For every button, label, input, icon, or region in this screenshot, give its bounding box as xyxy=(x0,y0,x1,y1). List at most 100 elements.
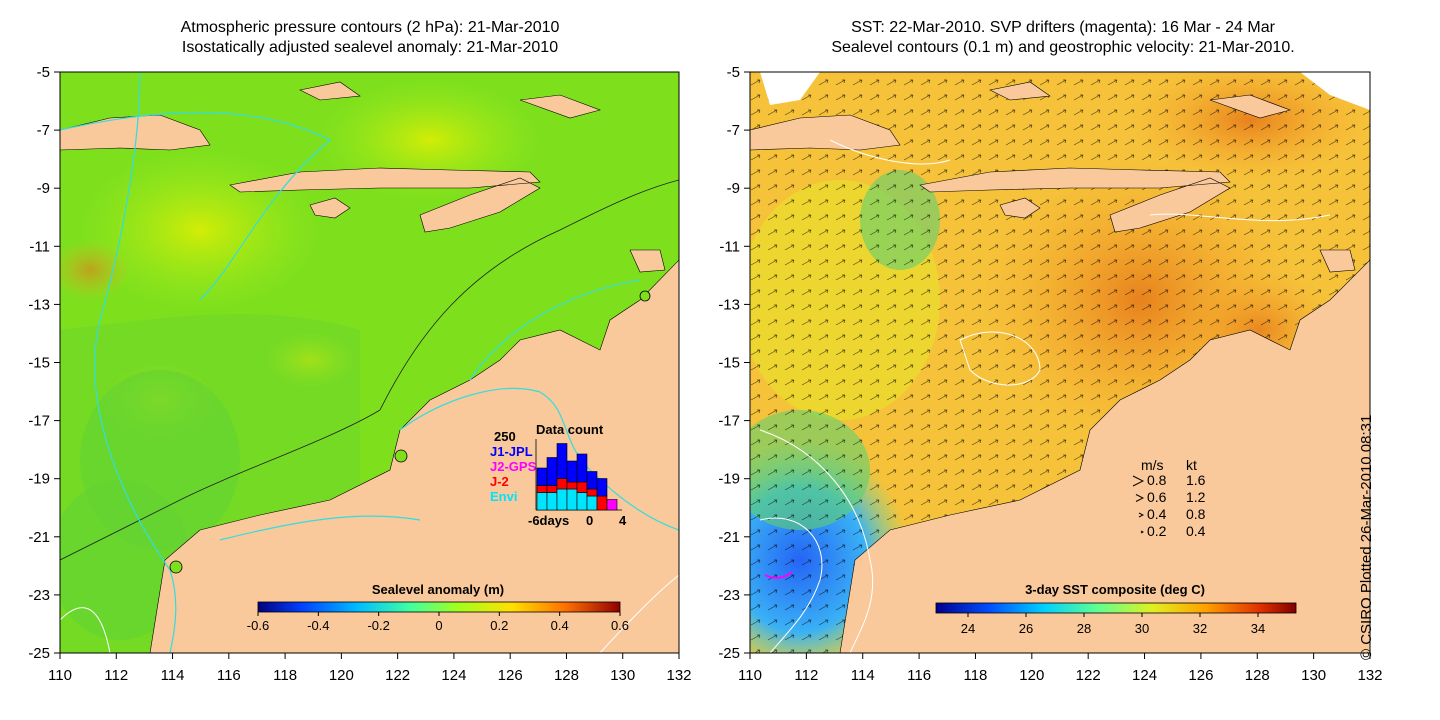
colorbar-tick-label: 32 xyxy=(1193,621,1207,636)
y-tick-label: -13 xyxy=(28,296,50,313)
sealevel-contour xyxy=(759,517,823,653)
left-map xyxy=(60,72,679,653)
sealevel-contour xyxy=(759,429,874,653)
inset-legend-item: Envi xyxy=(490,489,517,504)
y-tick-label: -5 xyxy=(37,64,50,81)
x-tick-label: 122 xyxy=(385,667,410,684)
inset-bar-segment xyxy=(546,485,558,493)
colorbar-tick-label: 34 xyxy=(1251,621,1265,636)
left-x-axis: 110 112 114 116 118 120 122 124 126 128 130 132 xyxy=(48,653,692,684)
inset-legend-item: J1-JPL xyxy=(490,444,533,459)
inset-bar-segment xyxy=(596,495,608,511)
sealevel-contour xyxy=(1149,213,1331,222)
y-tick-label: -17 xyxy=(28,413,50,430)
colorbar-tick-label: -0.4 xyxy=(307,618,329,633)
x-tick-label: 114 xyxy=(851,667,875,684)
y-tick-label: -17 xyxy=(718,413,740,430)
pressure-contour-5 xyxy=(219,515,421,541)
inset-ymax-label: 250 xyxy=(494,429,516,444)
inset-xlabel-start: -6days xyxy=(528,513,569,528)
x-tick-label: 118 xyxy=(963,667,987,684)
y-tick-label: -23 xyxy=(28,587,50,604)
y-tick-label: -19 xyxy=(718,471,740,488)
x-tick-label: 132 xyxy=(666,667,691,684)
drifter-track xyxy=(764,571,793,579)
inset-bar-segment xyxy=(576,481,588,493)
x-tick-label: 116 xyxy=(217,667,241,684)
velocity-ms-value: 0.8 xyxy=(1147,472,1167,488)
right-title-line2: Sealevel contours (0.1 m) and geostrophi… xyxy=(831,39,1295,56)
inset-bar-segment xyxy=(556,443,568,479)
colorbar-tick-label: 24 xyxy=(961,621,975,636)
colorbar-tick-label: -0.2 xyxy=(367,618,389,633)
velocity-kt-value: 0.4 xyxy=(1186,523,1206,539)
left-y-axis: -5 -7 -9 -11 -13 -15 -17 -19 -21 -23 -25 xyxy=(28,64,60,662)
y-tick-label: -19 xyxy=(28,471,50,488)
inset-bar-segment xyxy=(596,478,608,497)
inset-bar-segment xyxy=(566,481,578,490)
inset-bar-segment xyxy=(576,492,588,511)
right-colorbar-ticks: 24 26 28 30 32 34 xyxy=(961,613,1265,636)
colorbar-tick-label: 28 xyxy=(1077,621,1091,636)
velocity-legend: m/s kt 0.8 1.60.6 1.20.4 0.80.2 0.4 xyxy=(1132,457,1206,539)
x-tick-label: 128 xyxy=(554,667,579,684)
y-tick-label: -7 xyxy=(37,122,50,139)
velocity-arrow-icon xyxy=(1138,512,1145,518)
y-tick-label: -13 xyxy=(718,296,740,313)
y-tick-label: -15 xyxy=(28,355,50,372)
x-tick-label: 130 xyxy=(610,667,635,684)
x-tick-label: 124 xyxy=(1132,667,1157,684)
x-tick-label: 122 xyxy=(1076,667,1101,684)
inset-bar-segment xyxy=(536,467,548,486)
x-tick-label: 124 xyxy=(441,667,466,684)
y-tick-label: -9 xyxy=(37,180,50,197)
velocity-ms-value: 0.6 xyxy=(1147,489,1167,505)
velocity-ms-value: 0.2 xyxy=(1147,523,1167,539)
inset-bar-segment xyxy=(566,488,578,511)
pressure-contour-3 xyxy=(399,387,679,531)
velocity-legend-rows: 0.8 1.60.6 1.20.4 0.80.2 0.4 xyxy=(1132,472,1206,539)
x-tick-label: 110 xyxy=(738,667,762,684)
inset-bar-segment xyxy=(536,485,548,493)
left-colorbar xyxy=(257,601,621,613)
x-tick-label: 112 xyxy=(104,667,128,684)
velocity-arrow-icon xyxy=(1140,530,1145,534)
x-tick-label: 112 xyxy=(794,667,818,684)
velocity-kt-value: 1.6 xyxy=(1186,472,1206,488)
velocity-kt-value: 1.2 xyxy=(1186,489,1206,505)
velocity-legend-header-ms: m/s xyxy=(1141,457,1164,473)
colorbar-tick-label: 0 xyxy=(435,618,442,633)
x-tick-label: 126 xyxy=(498,667,523,684)
right-colorbar-title: 3-day SST composite (deg C) xyxy=(1025,582,1205,597)
inset-bar-segment xyxy=(556,478,568,490)
velocity-ms-value: 0.4 xyxy=(1147,506,1167,522)
colorbar-tick-label: -0.6 xyxy=(247,618,269,633)
x-tick-label: 130 xyxy=(1301,667,1326,684)
colorbar-tick-label: 0.2 xyxy=(490,618,508,633)
inset-xlabel-end: 4 xyxy=(619,513,627,528)
colorbar-tick-label: 26 xyxy=(1019,621,1033,636)
velocity-arrow-icon xyxy=(1135,494,1145,502)
x-tick-label: 114 xyxy=(161,667,185,684)
left-title: Atmospheric pressure contours (2 hPa): 2… xyxy=(60,18,680,58)
colorbar-tick-label: 0.4 xyxy=(551,618,569,633)
left-colorbar-title: Sealevel anomaly (m) xyxy=(372,582,504,597)
right-land-mainland xyxy=(839,259,1370,653)
left-colorbar-ticks: -0.6 -0.4 -0.2 0 0.2 0.4 0.6 xyxy=(247,612,629,633)
right-map xyxy=(750,72,1370,653)
inset-bar-segment xyxy=(586,488,598,497)
right-x-axis: 110 112 114 116 118 120 122 124 126 128 130 132 xyxy=(738,653,1383,684)
csiro-timestamp: © CSIRO Plotted 26-Mar-2010 08:31 xyxy=(1358,414,1375,660)
x-tick-label: 120 xyxy=(1019,667,1044,684)
inset-bar-segment xyxy=(586,471,598,490)
left-title-line2: Isostatically adjusted sealevel anomaly:… xyxy=(181,39,559,56)
y-tick-label: -23 xyxy=(718,587,740,604)
x-tick-label: 116 xyxy=(907,667,931,684)
x-tick-label: 126 xyxy=(1188,667,1213,684)
x-tick-label: 110 xyxy=(48,667,72,684)
right-colorbar xyxy=(935,602,1297,614)
y-tick-label: -11 xyxy=(719,238,740,255)
